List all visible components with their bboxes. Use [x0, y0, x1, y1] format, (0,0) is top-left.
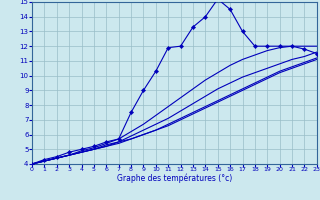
X-axis label: Graphe des températures (°c): Graphe des températures (°c) [117, 174, 232, 183]
